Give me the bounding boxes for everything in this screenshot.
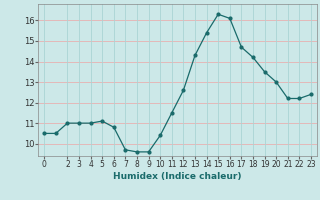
X-axis label: Humidex (Indice chaleur): Humidex (Indice chaleur) <box>113 172 242 181</box>
